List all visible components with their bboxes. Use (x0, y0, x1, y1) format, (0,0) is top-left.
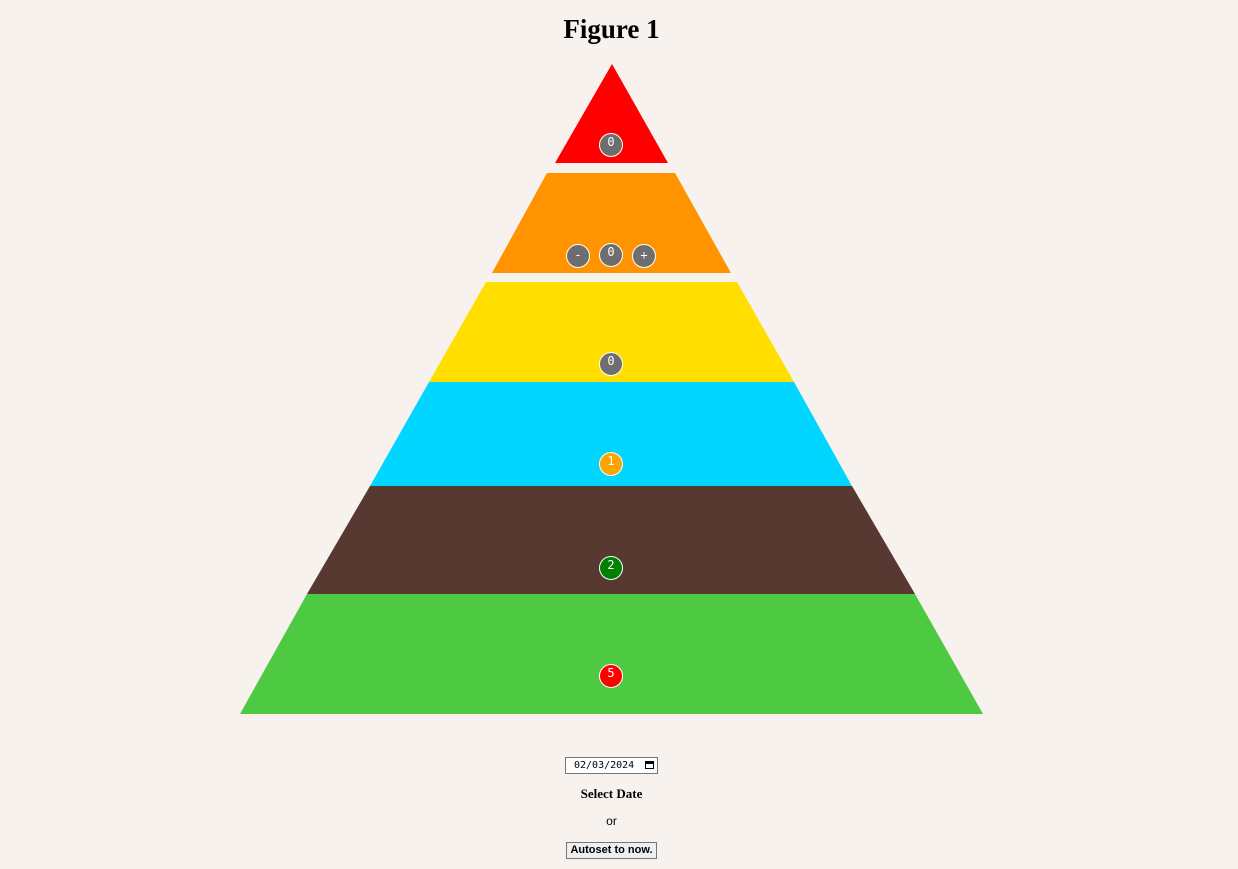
level-5-count-badge[interactable]: 2 (599, 556, 623, 580)
pyramid-level-4[interactable] (370, 382, 852, 486)
level-2-count-badge[interactable]: 0 (599, 243, 623, 267)
calendar-icon[interactable] (645, 761, 654, 769)
level-1-count-badge[interactable]: 0 (599, 133, 623, 157)
level-3-count-badge[interactable]: 0 (599, 352, 623, 376)
page-title: Figure 1 (563, 14, 660, 44)
pyramid-level-1[interactable] (555, 64, 668, 163)
level-4-count-badge[interactable]: 1 (599, 452, 623, 476)
pyramid-level-3[interactable] (429, 282, 794, 382)
level-6-count-badge[interactable]: 5 (599, 664, 623, 688)
date-input[interactable]: 02/03/2024 (565, 757, 658, 774)
decrement-button[interactable]: - (566, 244, 590, 268)
date-value: 02/03/2024 (574, 760, 635, 771)
select-date-label: Select Date (580, 786, 643, 801)
or-text: or (606, 814, 617, 828)
autoset-now-button[interactable]: Autoset to now. (566, 842, 657, 859)
increment-button[interactable]: + (632, 244, 656, 268)
pyramid-level-2[interactable] (492, 173, 731, 273)
pyramid-level-6[interactable] (240, 594, 983, 714)
pyramid-level-5[interactable] (307, 486, 915, 594)
